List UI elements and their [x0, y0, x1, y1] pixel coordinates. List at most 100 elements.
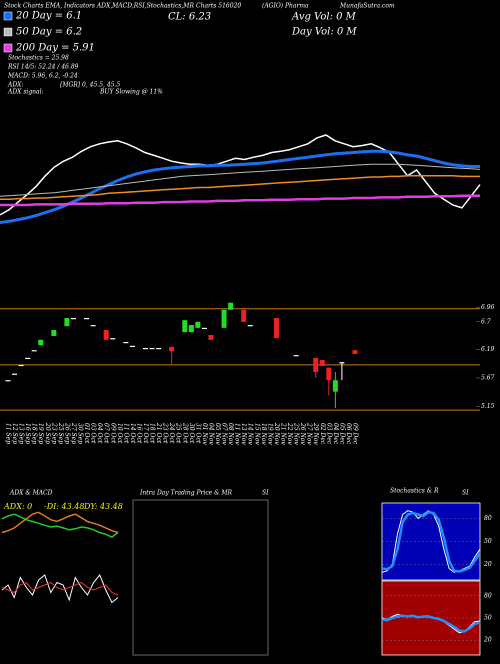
adx: ADX:: [7, 82, 23, 89]
candle-body: [70, 318, 76, 320]
x-tick-label: 27 Sep: [70, 422, 77, 444]
x-tick-label: 16 Oct: [135, 423, 142, 444]
candle-body: [123, 342, 129, 344]
series-line: [381, 510, 482, 573]
series-line: [0, 175, 480, 200]
candle-body: [293, 355, 299, 357]
candle-body: [31, 350, 37, 352]
rsi: RSI 14/5: 52.24 / 46.89: [7, 64, 79, 71]
legend-label: 200 Day = 5.91: [15, 43, 95, 54]
series-line: [1, 574, 119, 604]
legend-label: 20 Day = 6.1: [15, 11, 82, 22]
candle-body: [241, 309, 247, 322]
x-tick-label: 01 Oct: [83, 423, 90, 444]
adx-signal: ADX signal:: [7, 89, 44, 96]
x-tick-label: 03 Dec: [325, 423, 332, 445]
legend-label: 50 Day = 6.2: [16, 27, 82, 38]
x-tick-label: 24 Oct: [168, 422, 175, 444]
x-tick-label: 27 Nov: [306, 422, 313, 445]
candle-body: [352, 350, 358, 354]
candle-body: [195, 321, 201, 328]
x-tick-label: 06 Dec: [345, 423, 352, 445]
x-tick-label: 04 Nov: [207, 423, 214, 445]
x-tick-label: 14 Nov: [247, 423, 254, 445]
x-tick-label: 14 Oct: [129, 423, 136, 444]
x-tick-label: 18 Sep: [31, 423, 38, 444]
x-tick-label: 21 Oct: [155, 422, 162, 444]
x-tick-label: 26 Sep: [63, 422, 70, 444]
adx-signal: BUY Slowing @ 11%: [99, 89, 163, 96]
candle-body: [332, 380, 338, 392]
panel-title: Stochastics & R: [390, 488, 439, 495]
x-tick-label: 16 Sep: [24, 423, 31, 444]
stochastics: Stochastics = 25.98: [8, 55, 69, 62]
intraday-title: Intra Day Trading Price & MR: [139, 490, 233, 497]
candle-body: [142, 348, 148, 350]
candle-body: [188, 325, 194, 333]
title: MunafaSutra.com: [339, 3, 395, 10]
x-tick-label: 18 Oct: [149, 423, 156, 444]
series-line: [1, 511, 119, 534]
x-tick-label: 05 Dec: [338, 423, 345, 445]
candle-body: [38, 339, 44, 346]
x-tick-label: 04 Dec: [332, 423, 339, 445]
candle-body: [25, 357, 31, 360]
candle-body: [103, 330, 109, 340]
intraday-title: SI: [262, 490, 269, 497]
x-tick-label: 01 Nov: [201, 423, 208, 445]
x-tick-label: 28 Oct: [181, 422, 188, 444]
y-tick-label: 6.96: [481, 304, 495, 311]
candle-body: [12, 373, 18, 375]
y-tick-label: 80: [484, 515, 492, 522]
legend-swatch: [3, 27, 13, 37]
indicator-label: -DI: 43.48: [44, 502, 84, 511]
legend-swatch: [3, 43, 13, 53]
panel-title: ADX & MACD: [9, 490, 53, 497]
x-tick-label: 11 Nov: [234, 423, 241, 445]
candle-body: [182, 320, 188, 333]
title: Stock Charts EMA, Indicators ADX,MACD,RS…: [4, 3, 194, 10]
title: (AGIO) Pharma: [262, 3, 309, 10]
x-tick-label: 10 Oct: [116, 423, 123, 444]
x-tick-label: 07 Oct: [103, 423, 110, 444]
indicator-label: DY: 43.48: [83, 502, 123, 511]
x-tick-label: 29 Nov: [312, 422, 319, 445]
x-tick-label: 11 Oct: [122, 423, 129, 444]
x-tick-label: 26 Nov: [299, 422, 306, 445]
candle-body: [149, 348, 155, 350]
x-tick-label: 25 Nov: [293, 422, 300, 445]
x-tick-label: 19 Nov: [266, 423, 273, 445]
candle-body: [51, 330, 57, 336]
y-tick-label: 50: [484, 538, 492, 545]
series-line: [0, 194, 480, 207]
y-tick-label: 80: [484, 592, 492, 599]
candle-body: [326, 367, 332, 381]
x-tick-label: 30 Oct: [188, 423, 195, 444]
candle-body: [319, 360, 325, 366]
y-tick-label: 6.19: [481, 346, 495, 353]
candle-body: [221, 309, 227, 328]
x-tick-label: 02 Dec: [319, 423, 326, 445]
panel-title: SI: [462, 490, 469, 497]
series-line: [0, 149, 480, 224]
x-tick-label: 11 Sep: [5, 423, 12, 444]
candle-body: [84, 318, 90, 320]
x-tick-label: 13 Sep: [18, 423, 25, 444]
candle-body: [110, 338, 116, 340]
candle-body: [5, 380, 11, 382]
x-tick-label: 12 Sep: [11, 423, 18, 444]
x-tick-label: 13 Nov: [240, 423, 247, 445]
candle-body: [18, 364, 24, 367]
intraday-panel: [132, 499, 269, 656]
x-tick-label: 23 Oct: [162, 422, 169, 444]
legend-swatch: [3, 11, 13, 21]
y-tick-label: 20: [483, 561, 492, 568]
x-tick-label: 25 Sep: [57, 422, 64, 444]
series-line: [0, 163, 481, 197]
x-tick-label: 19 Sep: [37, 423, 44, 444]
x-tick-label: 25 Oct: [175, 422, 182, 444]
avg-vol: Avg Vol: 0 M: [291, 12, 357, 23]
series-line: [1, 513, 119, 538]
candle-body: [208, 334, 214, 340]
